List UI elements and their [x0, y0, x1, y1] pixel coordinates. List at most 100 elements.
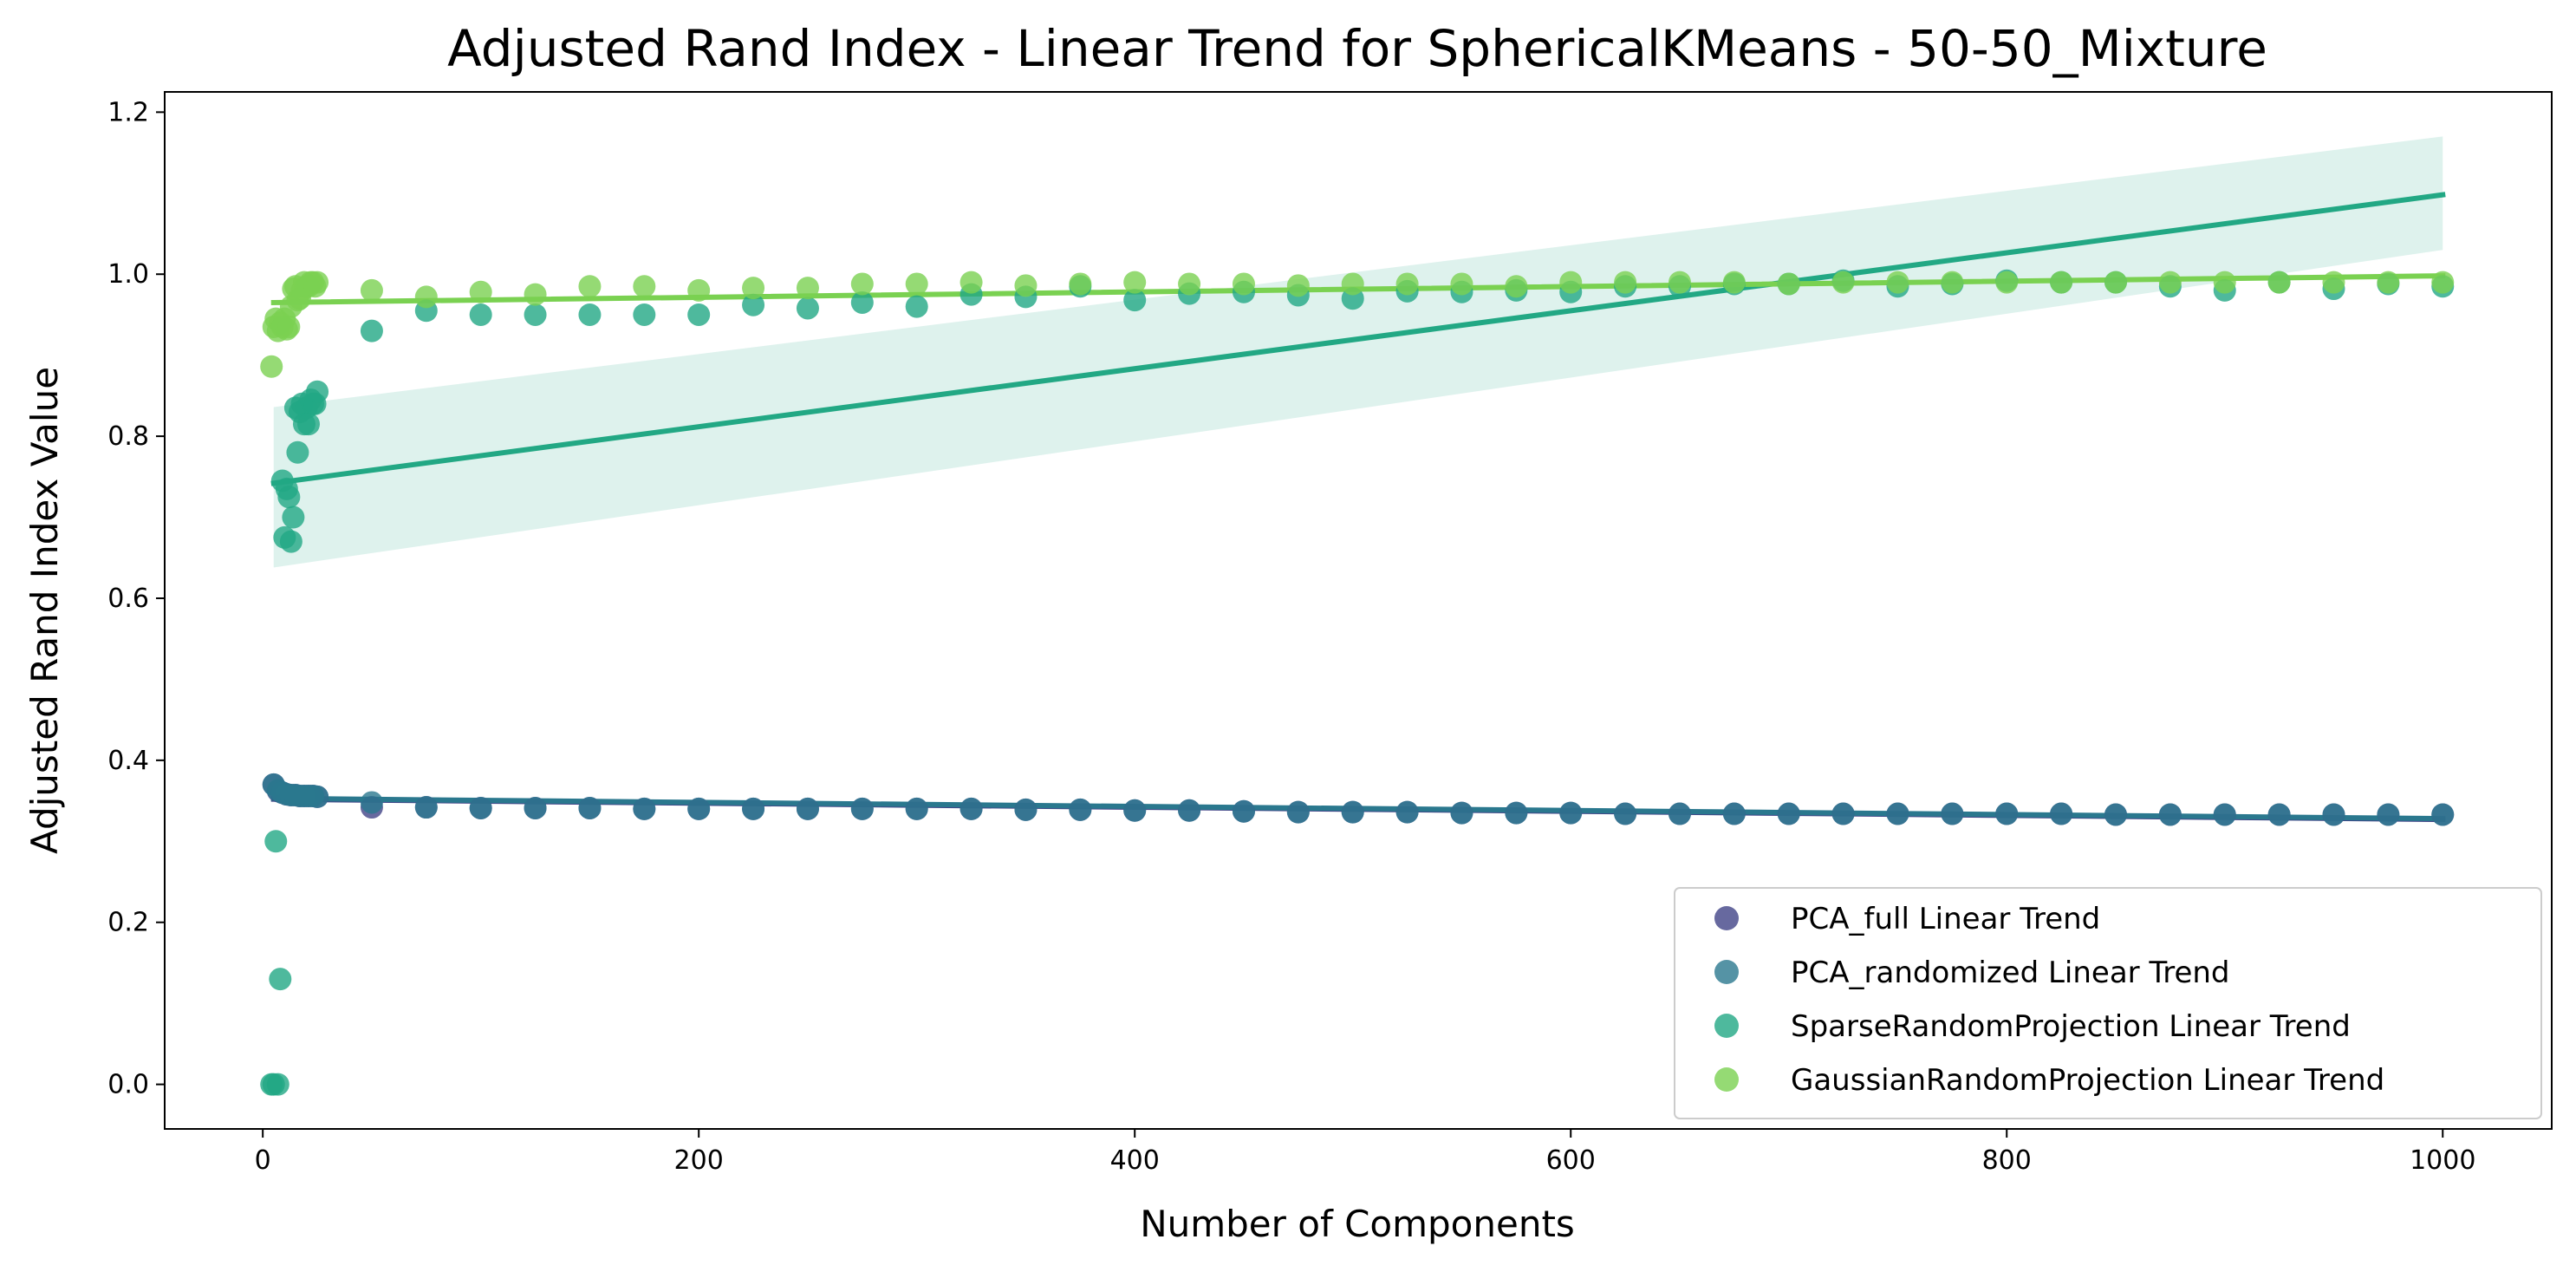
pca-randomized-linear-trend-point [1395, 800, 1419, 824]
y-tick-label: 1.2 [107, 97, 149, 127]
plot-frame [164, 91, 2553, 1130]
gaussianrandomprojection-linear-trend-point [1232, 272, 1255, 296]
sparserandomprojection-linear-trend-point [469, 303, 492, 326]
gaussianrandomprojection-linear-trend-point [414, 285, 438, 309]
pca-randomized-linear-trend-point [2213, 803, 2236, 826]
gaussianrandomprojection-linear-trend-point [850, 272, 874, 296]
sparserandomprojection-linear-trend-point [282, 506, 305, 529]
sparserandomprojection-linear-trend-point [1123, 289, 1147, 312]
pca-randomized-linear-trend-point [1831, 802, 1855, 825]
pca-randomized-linear-trend-point [905, 797, 928, 820]
gaussianrandomprojection-linear-trend-point [1069, 272, 1092, 296]
pca-randomized-linear-trend-point [850, 797, 874, 820]
pca-randomized-linear-trend-point [2267, 803, 2291, 826]
sparserandomprojection-linear-trend-point [286, 440, 309, 464]
gaussianrandomprojection-linear-trend-point [2158, 271, 2182, 294]
gaussianrandomprojection-linear-trend-point [1286, 274, 1310, 297]
sparserandomprojection-linear-trend-point [266, 1073, 289, 1096]
x-tick-label: 400 [1110, 1145, 1160, 1176]
sparserandomprojection-linear-trend-point [269, 968, 292, 991]
pca-randomized-linear-trend-point [1668, 802, 1691, 825]
sparserandomprojection-linear-trend-point [742, 293, 765, 316]
gaussianrandomprojection-linear-trend-point [742, 277, 765, 300]
x-tick-label: 600 [1546, 1145, 1596, 1176]
pca-randomized-linear-trend-point [1559, 801, 1583, 825]
gaussianrandomprojection-linear-trend-point [1886, 271, 1909, 294]
pca-randomized-linear-trend-point [796, 797, 819, 820]
legend-marker [1714, 906, 1739, 930]
legend-marker [1714, 1067, 1739, 1092]
pca-randomized-linear-trend-point [1722, 802, 1746, 825]
pca-randomized-linear-trend-point [1886, 802, 1909, 825]
pca-randomized-linear-trend-point [306, 785, 329, 808]
gaussianrandomprojection-linear-trend-point [1777, 272, 1800, 296]
y-axis: 0.0 0.2 0.4 0.6 0.8 1.0 1.2 [107, 97, 165, 1100]
sparserandomprojection-linear-trend-point [524, 303, 547, 326]
y-tick-label: 0.4 [107, 746, 149, 776]
pca-randomized-linear-trend-point [1450, 801, 1473, 825]
pca-randomized-linear-trend-point [1614, 802, 1637, 825]
gaussianrandomprojection-linear-trend-point [633, 275, 656, 298]
gaussianrandomprojection-linear-trend-point [2213, 271, 2236, 294]
gaussianrandomprojection-linear-trend-point [1559, 271, 1583, 294]
gaussianrandomprojection-linear-trend-point [959, 271, 983, 294]
gaussianrandomprojection-linear-trend-point [1668, 271, 1691, 294]
legend-label: GaussianRandomProjection Linear Trend [1791, 1063, 2384, 1098]
chart-title: Adjusted Rand Index - Linear Trend for S… [447, 19, 2267, 78]
legend-label: PCA_full Linear Trend [1791, 902, 2100, 936]
legend: PCA_full Linear Trend PCA_randomized Line… [1674, 887, 2542, 1119]
pca-randomized-linear-trend-point [360, 791, 383, 814]
pca-randomized-linear-trend-point [2322, 803, 2345, 826]
pca-randomized-linear-trend-point [1232, 799, 1255, 823]
y-tick-label: 0.0 [107, 1070, 149, 1100]
x-tick-label: 1000 [2410, 1145, 2475, 1176]
pca-randomized-linear-trend-point [469, 796, 492, 819]
pca-randomized-linear-trend-point [959, 797, 983, 820]
gaussianrandomprojection-linear-trend-point [1941, 271, 1964, 294]
pca-randomized-linear-trend-point [1123, 799, 1147, 822]
legend-marker [1714, 1014, 1739, 1038]
sparserandomprojection-linear-trend-point [306, 380, 329, 403]
gaussianrandomprojection-linear-trend-point [524, 283, 547, 306]
gaussianrandomprojection-linear-trend-point [1722, 271, 1746, 294]
pca-randomized-linear-trend-point [1069, 798, 1092, 821]
pca-randomized-linear-trend-point [578, 796, 602, 819]
sparserandomprojection-linear-trend-point [360, 319, 383, 342]
gaussianrandomprojection-linear-trend-point [360, 278, 383, 302]
pca-randomized-linear-trend-point [2158, 803, 2182, 826]
pca-randomized-linear-trend-point [1014, 798, 1038, 821]
sparserandomprojection-linear-trend-point [633, 303, 656, 326]
sparserandomprojection-linear-trend-point [279, 530, 302, 553]
gaussianrandomprojection-linear-trend-point [306, 271, 329, 294]
y-axis-title: Adjusted Rand Index Value [23, 367, 66, 854]
legend-marker [1714, 960, 1739, 984]
gaussianrandomprojection-linear-trend-point [2322, 271, 2345, 294]
pca-randomized-linear-trend-point [2050, 802, 2073, 825]
pca-randomized-linear-trend-point [2377, 803, 2400, 826]
x-axis-title: Number of Components [1140, 1203, 1575, 1245]
x-axis: 0 200 400 600 800 1000 [255, 1129, 2475, 1176]
sparserandomprojection-linear-trend-point [264, 830, 288, 853]
sparserandomprojection-linear-trend-point [905, 295, 928, 318]
pca-randomized-linear-trend-point [742, 797, 765, 820]
x-tick-label: 0 [255, 1145, 271, 1176]
pca-randomized-linear-trend-point [1341, 800, 1364, 824]
pca-randomized-linear-trend-point [524, 796, 547, 819]
x-tick-label: 200 [674, 1145, 724, 1176]
gaussianrandomprojection-linear-trend-point [1341, 272, 1364, 296]
sparserandomprojection-linear-trend-point [578, 303, 602, 326]
legend-label: SparseRandomProjection Linear Trend [1791, 1009, 2351, 1044]
gaussianrandomprojection-linear-trend-point [2377, 271, 2400, 294]
pca-randomized-linear-trend-point [1286, 800, 1310, 824]
sparserandomprojection-linear-trend-point [687, 303, 711, 326]
sparserandomprojection-linear-trend-point [796, 297, 819, 320]
sparserandomprojection-linear-trend-trend-line [270, 192, 2446, 486]
gaussianrandomprojection-linear-trend-point [260, 355, 283, 378]
gaussianrandomprojection-linear-trend-point [2104, 271, 2127, 294]
pca-randomized-linear-trend-point [1995, 802, 2019, 825]
pca-randomized-linear-trend-point [1505, 801, 1528, 825]
sparserandomprojection-linear-trend-point [277, 486, 301, 509]
pca-randomized-linear-trend-point [414, 796, 438, 819]
gaussianrandomprojection-linear-trend-point [905, 272, 928, 296]
